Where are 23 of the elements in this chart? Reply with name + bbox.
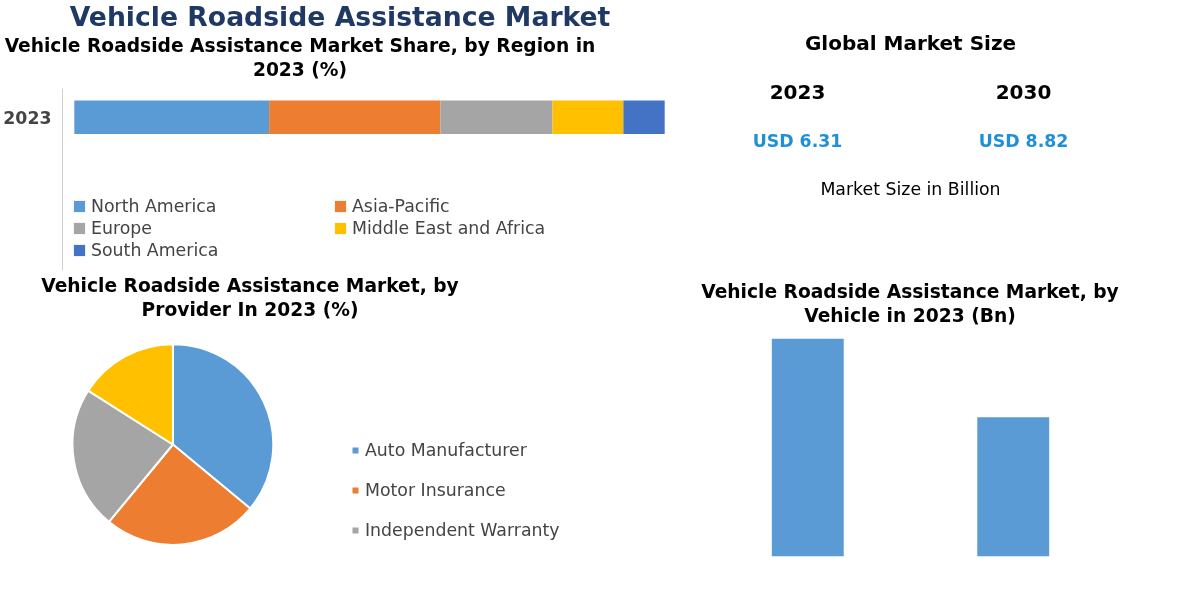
chart-title: Vehicle Roadside Assistance Market, by Vehicle in 2023 (Bn) (700, 280, 1120, 329)
chart-title: Vehicle Roadside Assistance Market, by Provider In 2023 (%) (40, 274, 460, 323)
legend-label: Independent Warranty (365, 520, 560, 540)
text: Market Size in Billion (820, 179, 1001, 200)
data-label: USD 8.82 (978, 130, 1069, 151)
text: Vehicle Roadside Assistance Market Share, by Region in 2023 (%) (3, 34, 597, 83)
bar (269, 100, 441, 134)
bar (74, 100, 270, 134)
bar (552, 100, 624, 134)
legend-label: Europe (91, 218, 153, 238)
legend-label: Middle East and Africa (352, 218, 547, 238)
legend-label: Motor Insurance (365, 480, 506, 500)
legend-label: Asia-Pacific (352, 196, 451, 216)
category-label: 2030 (995, 79, 1052, 104)
legend-label: North America (91, 196, 218, 216)
bar (623, 100, 665, 134)
legend-label: South America (91, 240, 220, 260)
annotation: Vehicle Roadside Assistance Market (69, 0, 611, 34)
bar (440, 100, 553, 134)
legend-label: Auto Manufacturer (365, 440, 527, 460)
text: Global Market Size (804, 30, 1017, 55)
data-label: USD 6.31 (752, 130, 843, 151)
category-label: 2023 (3, 107, 52, 128)
